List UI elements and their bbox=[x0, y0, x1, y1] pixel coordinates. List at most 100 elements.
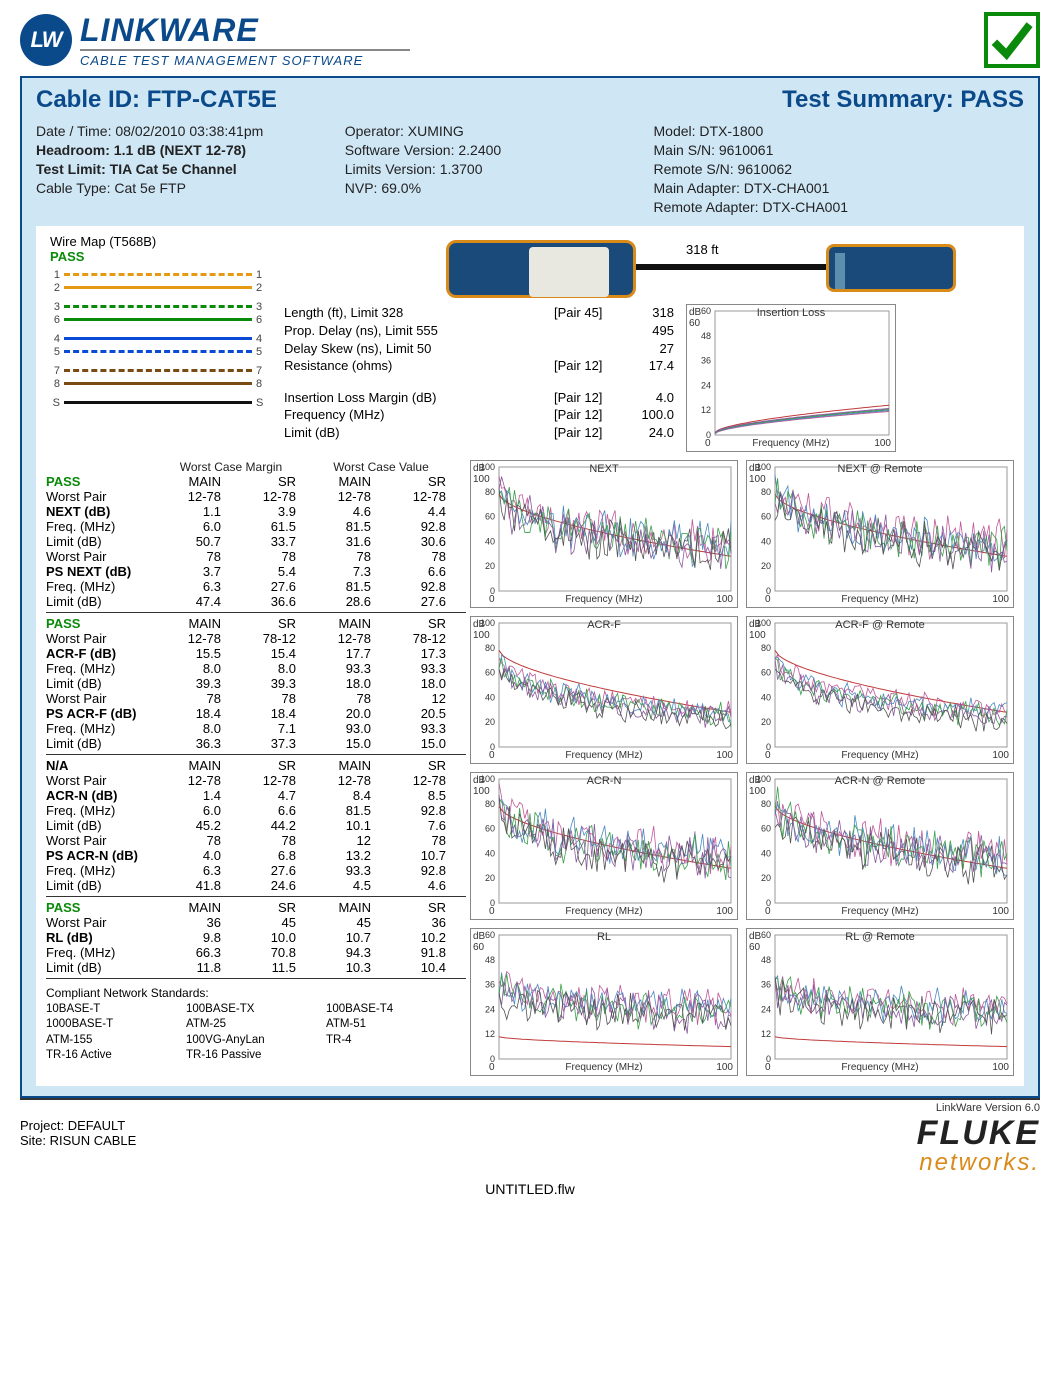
svg-text:60: 60 bbox=[485, 512, 495, 522]
svg-text:80: 80 bbox=[761, 487, 771, 497]
svg-text:48: 48 bbox=[761, 955, 771, 965]
table-row: Worst Pair78787878 bbox=[46, 549, 466, 564]
devices-diagram: 318 ft Length (ft), Limit 328[Pair 45]31… bbox=[276, 234, 1014, 452]
wiremap-pair: 44 bbox=[50, 332, 270, 345]
chart-next: 020406080100dB100NEXT0Frequency (MHz)100 bbox=[470, 460, 738, 608]
metadata-block: Date / Time: 08/02/2010 03:38:41pm Headr… bbox=[36, 122, 1024, 216]
chart-insertion-loss: 01224364860dB60Insertion Loss0Frequency … bbox=[686, 304, 896, 452]
table-row: Worst Pair36454536 bbox=[46, 915, 466, 930]
table-row: Limit (dB)36.337.315.015.0 bbox=[46, 736, 466, 751]
table-header-row: PASSMAINSRMAINSR bbox=[46, 474, 466, 489]
panel-header: Cable ID: FTP-CAT5E Test Summary: PASS bbox=[36, 86, 1024, 114]
svg-text:60: 60 bbox=[485, 668, 495, 678]
wiremap-pair: 55 bbox=[50, 345, 270, 358]
filename: UNTITLED.flw bbox=[20, 1181, 1040, 1197]
meas-row: Resistance (ohms)[Pair 12]17.4 bbox=[284, 357, 674, 375]
main-panel: Cable ID: FTP-CAT5E Test Summary: PASS D… bbox=[20, 76, 1040, 1098]
row-wiremap-devices: Wire Map (T568B) PASS 11 22 33 66 44 55 … bbox=[46, 234, 1014, 452]
table-row: Freq. (MHz)6.061.581.592.8 bbox=[46, 519, 466, 534]
table-header-row: N/AMAINSRMAINSR bbox=[46, 758, 466, 773]
table-row: NEXT (dB)1.13.94.64.4 bbox=[46, 504, 466, 519]
wiremap-status: PASS bbox=[50, 249, 270, 264]
svg-text:20: 20 bbox=[761, 718, 771, 728]
svg-text:12: 12 bbox=[701, 406, 711, 416]
svg-text:80: 80 bbox=[761, 799, 771, 809]
svg-text:20: 20 bbox=[761, 874, 771, 884]
measurements-table: Length (ft), Limit 328[Pair 45]318Prop. … bbox=[276, 304, 674, 452]
wiremap-title: Wire Map (T568B) bbox=[50, 234, 270, 249]
wiremap: Wire Map (T568B) PASS 11 22 33 66 44 55 … bbox=[46, 234, 276, 452]
metadata-col-2: Operator: XUMING Software Version: 2.240… bbox=[345, 122, 654, 216]
chart-rl-remote: 01224364860dB60RL @ Remote0Frequency (MH… bbox=[746, 928, 1014, 1076]
svg-text:80: 80 bbox=[485, 487, 495, 497]
svg-text:60: 60 bbox=[761, 668, 771, 678]
table-row: PS ACR-N (dB)4.06.813.210.7 bbox=[46, 848, 466, 863]
table-row: Limit (dB)11.811.510.310.4 bbox=[46, 960, 466, 975]
table-row: Freq. (MHz)6.06.681.592.8 bbox=[46, 803, 466, 818]
chart-acr-n-remote: 020406080100dB100ACR-N @ Remote0Frequenc… bbox=[746, 772, 1014, 920]
linkware-version: LinkWare Version 6.0 bbox=[20, 1098, 1040, 1114]
table-row: ACR-F (dB)15.515.417.717.3 bbox=[46, 646, 466, 661]
wiremap-pair: 77 bbox=[50, 364, 270, 377]
table-row: Limit (dB)39.339.318.018.0 bbox=[46, 676, 466, 691]
table-row: Freq. (MHz)6.327.693.392.8 bbox=[46, 863, 466, 878]
svg-text:40: 40 bbox=[485, 849, 495, 859]
meas-row: Delay Skew (ns), Limit 5027 bbox=[284, 340, 674, 358]
remote-unit-icon bbox=[826, 244, 956, 292]
svg-text:80: 80 bbox=[485, 799, 495, 809]
wiremap-pair: SS bbox=[50, 396, 270, 409]
meas-row: Limit (dB)[Pair 12]24.0 bbox=[284, 424, 674, 442]
svg-text:24: 24 bbox=[485, 1005, 495, 1015]
table-super-header: Worst Case MarginWorst Case Value bbox=[46, 460, 466, 474]
metadata-col-3: Model: DTX-1800 Main S/N: 9610061 Remote… bbox=[654, 122, 1025, 216]
pass-checkmark-icon bbox=[984, 12, 1040, 68]
svg-text:40: 40 bbox=[761, 693, 771, 703]
table-row: Worst Pair78781278 bbox=[46, 833, 466, 848]
table-row: Freq. (MHz)6.327.681.592.8 bbox=[46, 579, 466, 594]
svg-text:40: 40 bbox=[761, 849, 771, 859]
svg-text:20: 20 bbox=[761, 562, 771, 572]
svg-text:40: 40 bbox=[761, 537, 771, 547]
report-body: Wire Map (T568B) PASS 11 22 33 66 44 55 … bbox=[36, 226, 1024, 1086]
table-header-row: PASSMAINSRMAINSR bbox=[46, 900, 466, 915]
svg-text:80: 80 bbox=[485, 643, 495, 653]
wiremap-pair: 22 bbox=[50, 281, 270, 294]
table-header-row: PASSMAINSRMAINSR bbox=[46, 616, 466, 631]
table-row: PS ACR-F (dB)18.418.420.020.5 bbox=[46, 706, 466, 721]
svg-text:24: 24 bbox=[701, 381, 711, 391]
svg-text:48: 48 bbox=[485, 955, 495, 965]
chart-acr-f-remote: 020406080100dB100ACR-F @ Remote0Frequenc… bbox=[746, 616, 1014, 764]
svg-text:40: 40 bbox=[485, 537, 495, 547]
cable-distance: 318 ft bbox=[686, 242, 719, 257]
cable-link-icon bbox=[636, 264, 826, 270]
top-bar: LW LINKWARE CABLE TEST MANAGEMENT SOFTWA… bbox=[20, 12, 1040, 68]
fluke-logo-2: networks. bbox=[917, 1149, 1040, 1177]
table-row: RL (dB)9.810.010.710.2 bbox=[46, 930, 466, 945]
cable-id-title: Cable ID: FTP-CAT5E bbox=[36, 86, 277, 114]
wiremap-pair: 11 bbox=[50, 268, 270, 281]
brand-name: LINKWARE bbox=[80, 12, 410, 49]
results-table: Worst Case MarginWorst Case ValuePASSMAI… bbox=[46, 460, 466, 1076]
standards-row: 1000BASE-TATM-25ATM-51 bbox=[46, 1017, 466, 1033]
table-row: Worst Pair12-7812-7812-7812-78 bbox=[46, 489, 466, 504]
standards-row: TR-16 ActiveTR-16 Passive bbox=[46, 1048, 466, 1064]
svg-text:24: 24 bbox=[761, 1005, 771, 1015]
fluke-logo: FLUKE networks. bbox=[917, 1118, 1040, 1177]
meas-row: Length (ft), Limit 328[Pair 45]318 bbox=[284, 304, 674, 322]
wiremap-pair: 88 bbox=[50, 377, 270, 390]
meas-row: Insertion Loss Margin (dB)[Pair 12]4.0 bbox=[284, 389, 674, 407]
meas-row: Frequency (MHz)[Pair 12]100.0 bbox=[284, 406, 674, 424]
svg-text:36: 36 bbox=[701, 356, 711, 366]
brand-badge-icon: LW bbox=[20, 14, 72, 66]
chart-next-remote: 020406080100dB100NEXT @ Remote0Frequency… bbox=[746, 460, 1014, 608]
standards-block: Compliant Network Standards:10BASE-T100B… bbox=[46, 985, 466, 1063]
table-row: Freq. (MHz)8.08.093.393.3 bbox=[46, 661, 466, 676]
report-page: LW LINKWARE CABLE TEST MANAGEMENT SOFTWA… bbox=[0, 0, 1060, 1205]
table-row: Worst Pair78787812 bbox=[46, 691, 466, 706]
wiremap-pair: 33 bbox=[50, 300, 270, 313]
footer-project: Project: DEFAULT Site: RISUN CABLE bbox=[20, 1118, 136, 1148]
wiremap-rows: 11 22 33 66 44 55 77 88 SS bbox=[50, 268, 270, 409]
svg-text:20: 20 bbox=[485, 718, 495, 728]
standards-row: ATM-155100VG-AnyLanTR-4 bbox=[46, 1033, 466, 1049]
fluke-logo-1: FLUKE bbox=[917, 1118, 1040, 1149]
